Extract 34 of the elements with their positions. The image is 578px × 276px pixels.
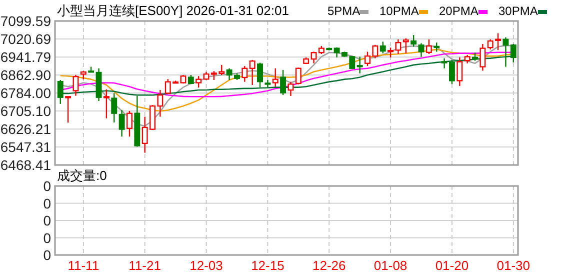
y-tick-label: 6547.31 — [0, 139, 52, 155]
x-tick-label: 11-11 — [68, 258, 100, 273]
y-tick-label: 0 — [43, 247, 52, 263]
legend-label: 30PMA — [498, 4, 538, 18]
x-tick-label: 12-03 — [190, 258, 223, 273]
y-tick-label: 7020.69 — [0, 31, 52, 47]
x-tick-label: 01-20 — [435, 258, 469, 273]
x-tick-label: 12-15 — [251, 258, 284, 273]
chart-title: 成交量:0 — [57, 168, 107, 183]
candlestick — [96, 68, 102, 102]
y-tick-label: 6862.90 — [0, 67, 52, 83]
y-tick-label: 6626.21 — [0, 121, 52, 137]
legend-label: 20PMA — [439, 4, 478, 18]
y-tick-label: 6705.10 — [0, 103, 52, 119]
x-tick-label: 01-30 — [496, 258, 530, 273]
candlestick — [502, 36, 509, 68]
y-tick-label: 0 — [43, 195, 52, 212]
candlestick — [118, 110, 125, 138]
candlestick — [242, 65, 248, 82]
x-tick-label: 12-26 — [312, 258, 346, 273]
candlestick — [356, 56, 363, 74]
y-tick-label: 6468.41 — [0, 157, 52, 173]
candlestick — [480, 43, 486, 72]
y-tick-label: 7099.59 — [0, 13, 52, 29]
y-tick-label: 0 — [43, 178, 52, 194]
y-tick-label: 0 — [43, 212, 52, 228]
x-tick-label: 01-08 — [374, 258, 408, 273]
y-tick-label: 6784.00 — [0, 85, 52, 101]
y-tick-label: 0 — [43, 230, 52, 246]
chart-title: 小型当月连续[ES00Y] 2026-01-31 02:01 — [57, 3, 289, 18]
legend-label: 10PMA — [380, 4, 419, 18]
x-tick-label: 11-21 — [128, 258, 161, 273]
y-tick-label: 6941.79 — [0, 49, 52, 65]
legend-label: 5PMA — [328, 4, 360, 18]
